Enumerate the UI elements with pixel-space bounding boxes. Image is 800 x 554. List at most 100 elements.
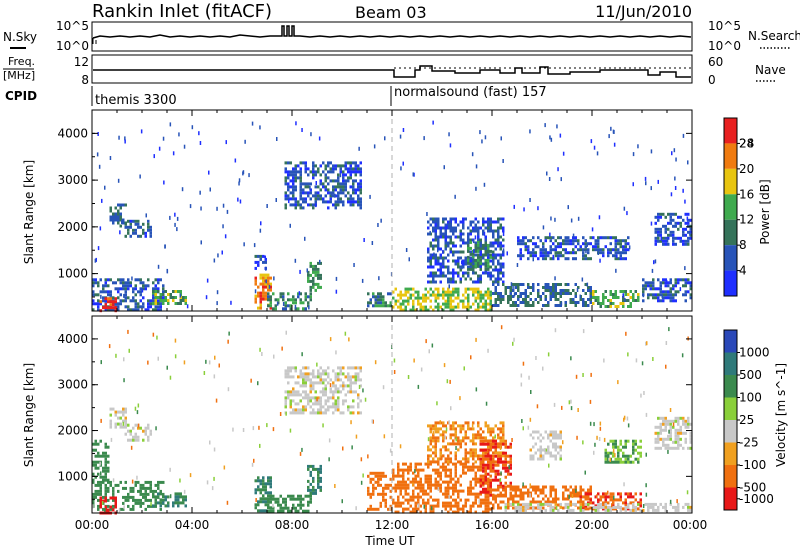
velocity-echo-speck bbox=[213, 374, 216, 379]
velocity-echo-speck bbox=[437, 487, 440, 491]
power-echo-speck bbox=[216, 206, 218, 211]
y-tick-label: 3000 bbox=[57, 378, 88, 392]
velocity-echo-speck bbox=[627, 352, 629, 357]
power-echo-speck bbox=[226, 209, 229, 214]
power-echo-speck bbox=[301, 128, 303, 132]
velocity-echo-speck bbox=[383, 434, 386, 439]
power-echo-speck bbox=[339, 173, 342, 178]
power-echo-speck bbox=[657, 179, 659, 184]
power-echo-speck bbox=[432, 120, 434, 125]
freq-panel: Freq. [MHz] 12 8 60 0 Nave bbox=[3, 54, 786, 87]
power-echo-speck bbox=[545, 250, 547, 255]
power-echo-speck bbox=[315, 181, 317, 185]
freq-label-line2: [MHz] bbox=[3, 69, 35, 82]
power-echo-speck bbox=[650, 221, 653, 226]
power-echo-speck bbox=[186, 304, 189, 309]
power-echo-speck bbox=[591, 227, 594, 232]
power-echo-speck bbox=[542, 225, 545, 230]
velocity-echo-speck bbox=[645, 412, 648, 417]
power-echo-speck bbox=[369, 194, 371, 199]
velocity-echo-region bbox=[654, 416, 692, 450]
velocity-echo-speck bbox=[590, 372, 592, 377]
velocity-echo-speck bbox=[99, 461, 101, 466]
power-echo-speck bbox=[206, 278, 209, 283]
velocity-echo-speck bbox=[215, 398, 218, 403]
velocity-echo-speck bbox=[499, 478, 502, 482]
power-echo-region bbox=[592, 290, 640, 308]
power-echo-speck bbox=[169, 122, 172, 127]
power-echo-speck bbox=[158, 146, 161, 151]
velocity-echo-speck bbox=[253, 458, 255, 463]
velocity-echo-speck bbox=[589, 421, 592, 426]
velocity-echo-speck bbox=[341, 499, 343, 504]
power-colorbar-label: Power [dB] bbox=[758, 179, 772, 244]
power-echo-speck bbox=[413, 172, 415, 177]
power-echo-speck bbox=[104, 185, 106, 190]
velocity-echo-speck bbox=[430, 506, 433, 511]
power-echo-speck bbox=[596, 151, 599, 156]
velocity-echo-speck bbox=[544, 448, 546, 452]
power-echo-speck bbox=[474, 235, 477, 240]
power-echo-speck bbox=[598, 215, 601, 220]
power-echo-speck bbox=[164, 244, 166, 249]
velocity-echo-speck bbox=[529, 483, 531, 488]
y-tick-label: 1000 bbox=[57, 469, 88, 483]
power-echo-speck bbox=[253, 243, 256, 248]
velocity-echo-speck bbox=[428, 349, 430, 354]
velocity-echo-speck bbox=[350, 420, 352, 425]
power-echo-speck bbox=[673, 148, 676, 153]
velocity-echo-speck bbox=[446, 379, 449, 384]
velocity-echo-speck bbox=[554, 328, 557, 333]
power-echo-speck bbox=[399, 134, 402, 139]
velocity-echo-speck bbox=[123, 357, 125, 362]
velocity-echo-speck bbox=[582, 329, 585, 334]
power-echo-speck bbox=[145, 213, 147, 218]
velocity-echo-speck bbox=[137, 403, 140, 408]
velocity-echo-speck bbox=[582, 373, 584, 377]
velocity-echo-speck bbox=[358, 385, 361, 389]
power-echo-speck bbox=[298, 291, 301, 296]
velocity-echo-speck bbox=[577, 408, 579, 412]
velocity-echo-speck bbox=[475, 387, 478, 392]
power-echo-speck bbox=[408, 257, 410, 262]
velocity-echo-speck bbox=[468, 490, 470, 495]
velocity-echo-speck bbox=[272, 427, 275, 432]
power-echo-speck bbox=[429, 230, 431, 235]
velocity-echo-speck bbox=[174, 338, 177, 343]
velocity-echo-speck bbox=[456, 505, 458, 510]
power-echo-speck bbox=[123, 293, 125, 298]
power-echo-speck bbox=[361, 278, 364, 283]
velocity-echo-speck bbox=[344, 331, 347, 336]
power-echo-speck bbox=[557, 167, 559, 172]
x-tick-label: 08:00 bbox=[275, 518, 310, 532]
velocity-echo-speck bbox=[643, 391, 645, 395]
power-echo-speck bbox=[626, 211, 628, 216]
velocity-echo-speck bbox=[169, 375, 172, 380]
power-echo-speck bbox=[119, 230, 121, 235]
power-echo-speck bbox=[572, 233, 575, 238]
power-echo-speck bbox=[224, 234, 227, 239]
power-heatmap-panel: 1000 2000 3000 4000 bbox=[57, 109, 693, 313]
power-colorbar-tick: 16 bbox=[739, 187, 754, 201]
velocity-echo-speck bbox=[393, 370, 396, 374]
power-echo-speck bbox=[234, 158, 237, 163]
power-echo-speck bbox=[254, 289, 257, 294]
velocity-echo-speck bbox=[285, 411, 287, 416]
power-echo-speck bbox=[295, 121, 297, 126]
power-echo-speck bbox=[608, 134, 610, 139]
velocity-echo-speck bbox=[441, 455, 443, 460]
power-echo-speck bbox=[402, 128, 405, 132]
power-echo-speck bbox=[96, 152, 99, 157]
power-echo-region bbox=[267, 292, 312, 311]
velocity-colorbar: 1000 500 100 25 -25 -100 -500-1000 bbox=[723, 329, 774, 511]
cpid-program-1: themis 3300 bbox=[95, 93, 177, 108]
power-echo-speck bbox=[671, 151, 673, 156]
power-echo-speck bbox=[682, 133, 685, 138]
power-echo-speck bbox=[304, 236, 306, 241]
power-echo-speck bbox=[548, 177, 551, 181]
x-tick-label: 16:00 bbox=[475, 518, 510, 532]
velocity-echo-speck bbox=[611, 503, 613, 508]
power-echo-region bbox=[517, 236, 630, 261]
